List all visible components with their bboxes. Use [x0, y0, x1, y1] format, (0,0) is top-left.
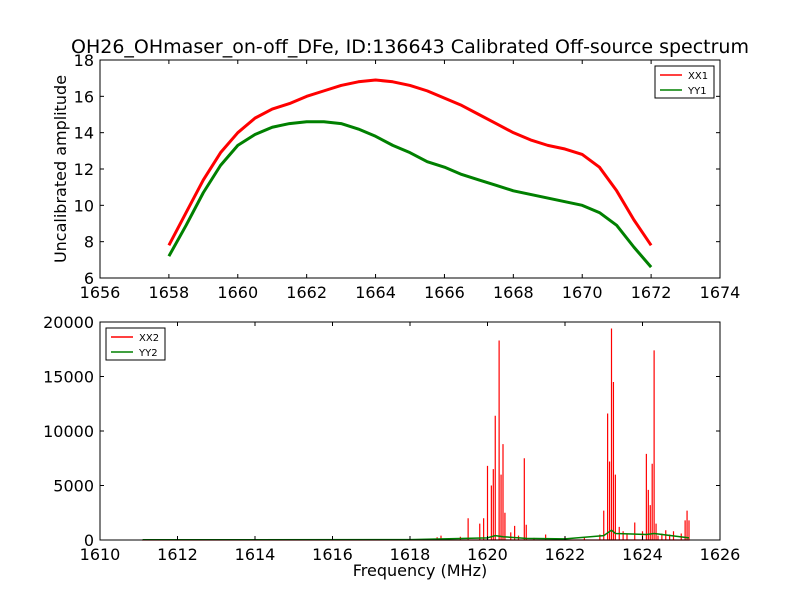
- x-tick-label: 1614: [235, 545, 276, 564]
- axes-frame: [99, 321, 721, 541]
- x-tick-label: 1616: [312, 545, 353, 564]
- x-axis-label: Frequency (MHz): [353, 561, 487, 580]
- series-line-xx2: [142, 328, 690, 541]
- bottom-panel: 1610 1612 1614 1616 1618 1620 1622 1624 1626 0 500…: [43, 313, 740, 580]
- y-tick-label: 16: [74, 87, 94, 106]
- x-tick-label: 1610: [80, 545, 121, 564]
- legend-label-xx1: XX1: [688, 71, 708, 82]
- y-tick-label: 6: [84, 269, 94, 288]
- legend-label-xx2: XX2: [139, 333, 159, 344]
- x-tick-label: 1674: [700, 283, 741, 302]
- y-tick-label: 15000: [43, 368, 94, 387]
- x-tick-label: 1658: [149, 283, 190, 302]
- legend-label-yy2: YY2: [138, 348, 158, 359]
- axes-frame: [99, 59, 721, 279]
- legend-box: [105, 327, 166, 361]
- x-tick-label: 1622: [545, 545, 586, 564]
- legend-box: [654, 65, 715, 99]
- y-tick-label: 10000: [43, 422, 94, 441]
- y-tick-label: 20000: [43, 313, 94, 332]
- series-line-yy1: [167, 120, 653, 269]
- x-tick-label: 1656: [80, 283, 121, 302]
- x-tick-label: 1626: [700, 545, 741, 564]
- y-tick-label: 12: [74, 160, 94, 179]
- y-tick-label: 8: [84, 233, 94, 252]
- y-tick-label: 14: [74, 124, 94, 143]
- x-tick-label: 1668: [493, 283, 534, 302]
- y-tick-label: 0: [84, 531, 94, 550]
- y-axis-label: Uncalibrated amplitude: [51, 75, 70, 263]
- chart-title: OH26_OHmaser_on-off_DFe, ID:136643 Calib…: [71, 36, 749, 58]
- x-tick-label: 1660: [217, 283, 258, 302]
- x-tick-label: 1620: [467, 545, 508, 564]
- x-tick-label: 1666: [424, 283, 465, 302]
- x-tick-label: 1672: [631, 283, 672, 302]
- top-panel: 1656 1658 1660 1662 1664 1666 1668 1670 1672 1674…: [51, 51, 740, 302]
- series-line-xx1: [167, 78, 653, 247]
- x-tick-label: 1662: [286, 283, 327, 302]
- x-tick-label: 1664: [355, 283, 396, 302]
- x-tick-label: 1618: [390, 545, 431, 564]
- x-tick-label: 1612: [157, 545, 198, 564]
- x-tick-label: 1670: [562, 283, 603, 302]
- legend-label-yy1: YY1: [687, 86, 707, 97]
- y-tick-label: 5000: [53, 477, 94, 496]
- y-tick-label: 18: [74, 51, 94, 70]
- x-tick-label: 1624: [622, 545, 663, 564]
- y-tick-label: 10: [74, 196, 94, 215]
